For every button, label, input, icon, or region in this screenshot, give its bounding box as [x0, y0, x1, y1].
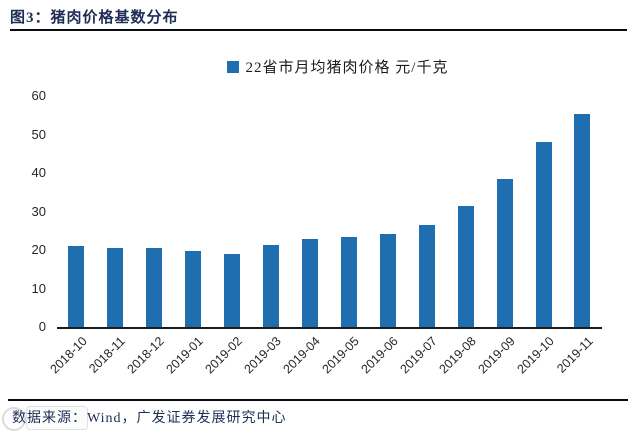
bar-slot [368, 96, 407, 327]
top-rule-line [10, 29, 627, 31]
bar-2019-08 [457, 206, 474, 327]
x-tick-label: 2019-08 [436, 334, 479, 377]
bar-2019-10 [535, 142, 552, 327]
legend-swatch-icon [226, 60, 239, 73]
bar-slot [563, 96, 602, 327]
y-tick-label: 40 [31, 165, 46, 180]
bar-2019-11 [574, 114, 591, 327]
bar-slot [291, 96, 330, 327]
bar-2019-05 [340, 236, 357, 327]
bar-slot [485, 96, 524, 327]
x-tick-label: 2018-12 [124, 334, 168, 377]
bar-slot [96, 96, 135, 327]
x-tick-label: 2019-07 [397, 334, 440, 377]
x-tick-label: 2019-02 [202, 334, 246, 377]
x-tick-label: 2018-10 [47, 334, 90, 377]
y-tick-label: 30 [31, 203, 46, 219]
y-tick-label: 0 [38, 319, 46, 334]
x-tick-label: 2019-03 [241, 334, 284, 377]
bar-2019-01 [185, 251, 202, 327]
x-tick-label: 2019-09 [475, 334, 518, 377]
bar-slot [407, 96, 446, 327]
figure-title: 图3：猪肉价格基数分布 [10, 10, 179, 26]
bar-slot [57, 96, 96, 327]
plot-area [57, 96, 602, 329]
bar-2019-06 [379, 233, 396, 327]
bar-slot [174, 96, 213, 327]
bar-series [57, 96, 602, 327]
bar-2019-07 [418, 225, 435, 327]
bar-slot [446, 96, 485, 327]
bottom-rule-line [8, 399, 628, 401]
bar-2018-11 [107, 248, 124, 327]
y-tick-label: 10 [31, 280, 46, 296]
bar-2019-03 [263, 245, 280, 327]
x-tick-label: 2019-06 [358, 334, 401, 377]
bar-slot [252, 96, 291, 327]
x-tick-label: 2019-05 [319, 334, 362, 377]
y-tick-label: 20 [31, 242, 46, 257]
bar-2019-09 [496, 179, 513, 327]
watermark-logo-icon [2, 407, 26, 431]
bar-2018-12 [146, 247, 163, 327]
watermark [2, 405, 88, 431]
bar-2018-10 [68, 246, 85, 327]
x-tick-label: 2019-04 [280, 334, 323, 377]
chart-legend: 22省市月均猪肉价格 元/千克 [0, 56, 641, 77]
legend-label: 22省市月均猪肉价格 元/千克 [245, 60, 449, 76]
x-tick-label: 2018-11 [86, 334, 129, 376]
data-source-text: 数据来源：Wind，广发证券发展研究中心 [12, 411, 287, 426]
y-tick-label: 50 [31, 126, 46, 142]
bar-slot [213, 96, 252, 327]
bar-2019-02 [224, 253, 241, 327]
bar-slot [135, 96, 174, 327]
y-tick-label: 60 [31, 88, 46, 103]
x-tick-label: 2019-10 [514, 334, 557, 377]
bar-slot [329, 96, 368, 327]
watermark-band [26, 406, 88, 430]
x-tick-label: 2019-11 [553, 334, 596, 376]
bar-2019-04 [301, 238, 318, 327]
x-tick-label: 2019-01 [163, 334, 207, 377]
bar-slot [524, 96, 563, 327]
